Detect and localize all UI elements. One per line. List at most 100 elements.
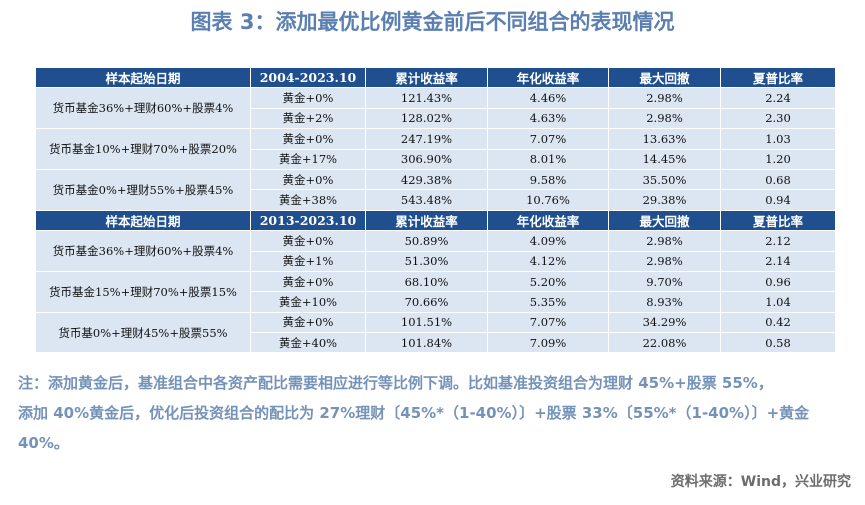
cell: 543.48% <box>365 189 488 211</box>
table: 样本起始日期 2004-2023.10 累计收益率 年化收益率 最大回撤 夏普比率 货币基金… <box>35 66 836 354</box>
cell: 4.09% <box>487 230 609 252</box>
data-row: 黄金+40% 101.84% 7.09% 22.08% 0.58 <box>36 332 836 354</box>
cell: 2.12 <box>720 230 836 252</box>
group-label: 货币基金15%+理财70%+股票15% <box>35 270 251 313</box>
cell: 2.98% <box>608 250 721 272</box>
cell: 68.10% <box>365 270 488 293</box>
group-label: 货币基金36%+理财60%+股票4% <box>35 230 251 272</box>
cell: 2.98% <box>608 87 721 109</box>
cell: 13.63% <box>608 128 721 150</box>
cell: 4.12% <box>487 250 609 272</box>
header-cell: 2004-2023.10 <box>250 66 366 89</box>
cell: 黄金+40% <box>250 332 366 354</box>
cell: 10.76% <box>487 189 609 211</box>
cell: 黄金+0% <box>250 128 366 150</box>
cell: 4.63% <box>487 107 609 130</box>
note-line: 添加 40%黄金后，优化后投资组合的配比为 27%理财〔45%*（1-40%）〕… <box>18 404 810 422</box>
cell: 9.70% <box>608 270 721 293</box>
data-row: 黄金+10% 70.66% 5.35% 8.93% 1.04 <box>36 291 836 313</box>
cell: 14.45% <box>608 148 721 170</box>
source: 资料来源：Wind，兴业研究 <box>670 474 851 490</box>
cell: 0.94 <box>720 189 836 211</box>
cell: 黄金+0% <box>250 87 366 109</box>
data-row: 黄金+2% 128.02% 4.63% 2.98% 2.30 <box>36 107 836 130</box>
header-cell: 样本起始日期 <box>35 209 251 232</box>
cell: 247.19% <box>365 128 488 150</box>
header-cell: 年化收益率 <box>487 66 609 89</box>
cell: 4.46% <box>487 87 609 109</box>
cell: 0.58 <box>720 332 836 354</box>
header-cell: 最大回撤 <box>608 66 721 89</box>
data-row: 货币基金15%+理财70%+股票15% 黄金+0% 68.10% 5.20% 9.70%… <box>35 270 836 313</box>
cell: 2.30 <box>720 107 836 130</box>
cell: 29.38% <box>608 189 721 211</box>
cell: 121.43% <box>365 87 488 109</box>
cell: 黄金+1% <box>250 250 366 272</box>
cell: 1.03 <box>720 128 836 150</box>
cell: 5.35% <box>487 291 609 313</box>
cell: 306.90% <box>365 148 488 170</box>
cell: 黄金+17% <box>250 148 366 170</box>
cell: 70.66% <box>365 291 488 313</box>
header-cell: 2013-2023.10 <box>250 209 366 232</box>
data-row: 黄金+1% 51.30% 4.12% 2.98% 2.14 <box>36 250 836 272</box>
data-row: 货币基金36%+理财60%+股票4% 黄金+0% 50.89% 4.09% 2.98% 2… <box>35 230 836 272</box>
title: 图表 3：添加最优比例黄金前后不同组合的表现情况 <box>190 10 675 34</box>
header-row: 样本起始日期 2004-2023.10 累计收益率 年化收益率 最大回撤 夏普比率 <box>35 66 836 89</box>
header-cell: 最大回撤 <box>608 209 721 232</box>
note-line: 注：添加黄金后，基准组合中各资产配比需要相应进行等比例下调。比如基准投资组合为理… <box>18 374 773 392</box>
cell: 5.20% <box>487 270 609 293</box>
cell: 429.38% <box>365 168 488 191</box>
cell: 7.07% <box>487 128 609 150</box>
note: 注：添加黄金后，基准组合中各资产配比需要相应进行等比例下调。比如基准投资组合为理… <box>18 368 863 458</box>
cell: 7.07% <box>487 311 609 334</box>
note-line: 40%。 <box>18 434 69 452</box>
header-row: 样本起始日期 2013-2023.10 累计收益率 年化收益率 最大回撤 夏普比率 <box>35 209 836 232</box>
cell: 黄金+10% <box>250 291 366 313</box>
header-cell: 夏普比率 <box>720 209 836 232</box>
data-row: 黄金+38% 543.48% 10.76% 29.38% 0.94 <box>36 189 836 211</box>
cell: 101.84% <box>365 332 488 354</box>
cell: 8.01% <box>487 148 609 170</box>
cell: 0.42 <box>720 311 836 334</box>
cell: 51.30% <box>365 250 488 272</box>
table-body: 样本起始日期 2004-2023.10 累计收益率 年化收益率 最大回撤 夏普比率 货币基金… <box>35 66 836 354</box>
cell: 2.98% <box>608 230 721 252</box>
cell: 2.14 <box>720 250 836 272</box>
cell: 9.58% <box>487 168 609 191</box>
cell: 2.98% <box>608 107 721 130</box>
cell: 黄金+0% <box>250 270 366 293</box>
data-row: 货币基0%+理财45%+股票55% 黄金+0% 101.51% 7.07% 34.29%… <box>35 311 836 354</box>
cell: 黄金+0% <box>250 168 366 191</box>
data-row: 货币基金36%+理财60%+股票4% 黄金+0% 121.43% 4.46% 2.98%… <box>35 87 836 130</box>
header-cell: 样本起始日期 <box>35 66 251 89</box>
header-cell: 年化收益率 <box>487 209 609 232</box>
group-label: 货币基金10%+理财70%+股票20% <box>35 128 251 170</box>
data-row: 货币基金0%+理财55%+股票45% 黄金+0% 429.38% 9.58% 35.50… <box>35 168 836 211</box>
header-cell: 累计收益率 <box>365 209 488 232</box>
data-row: 货币基金10%+理财70%+股票20% 黄金+0% 247.19% 7.07% 13.6… <box>35 128 836 170</box>
header-cell: 夏普比率 <box>720 66 836 89</box>
cell: 黄金+0% <box>250 230 366 252</box>
cell: 黄金+38% <box>250 189 366 211</box>
cell: 35.50% <box>608 168 721 191</box>
cell: 128.02% <box>365 107 488 130</box>
cell: 101.51% <box>365 311 488 334</box>
cell: 黄金+2% <box>250 107 366 130</box>
group-label: 货币基0%+理财45%+股票55% <box>35 311 251 354</box>
cell: 1.20 <box>720 148 836 170</box>
group-label: 货币基金0%+理财55%+股票45% <box>35 168 251 211</box>
cell: 0.96 <box>720 270 836 293</box>
group-label: 货币基金36%+理财60%+股票4% <box>35 87 251 130</box>
cell: 7.09% <box>487 332 609 354</box>
cell: 22.08% <box>608 332 721 354</box>
cell: 1.04 <box>720 291 836 313</box>
cell: 2.24 <box>720 87 836 109</box>
header-cell: 累计收益率 <box>365 66 488 89</box>
cell: 黄金+0% <box>250 311 366 334</box>
cell: 34.29% <box>608 311 721 334</box>
cell: 0.68 <box>720 168 836 191</box>
cell: 8.93% <box>608 291 721 313</box>
cell: 50.89% <box>365 230 488 252</box>
